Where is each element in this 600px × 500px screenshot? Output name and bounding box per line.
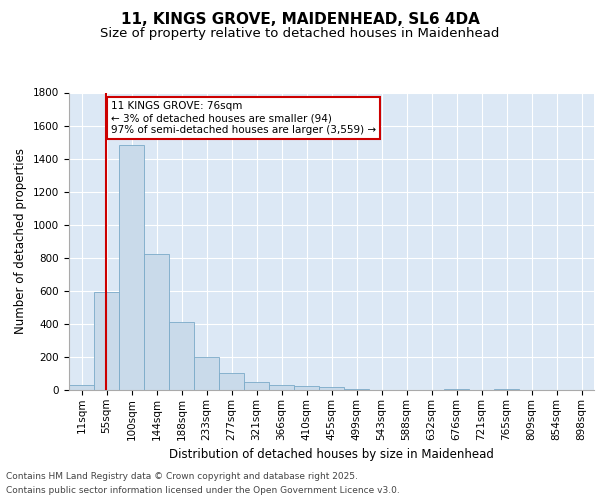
Bar — [319, 387, 344, 390]
Bar — [94, 292, 119, 390]
X-axis label: Distribution of detached houses by size in Maidenhead: Distribution of detached houses by size … — [169, 448, 494, 461]
Y-axis label: Number of detached properties: Number of detached properties — [14, 148, 28, 334]
Bar — [244, 382, 269, 390]
Bar — [269, 385, 294, 390]
Text: 11 KINGS GROVE: 76sqm
← 3% of detached houses are smaller (94)
97% of semi-detac: 11 KINGS GROVE: 76sqm ← 3% of detached h… — [111, 102, 376, 134]
Bar — [219, 374, 244, 390]
Text: 11, KINGS GROVE, MAIDENHEAD, SL6 4DA: 11, KINGS GROVE, MAIDENHEAD, SL6 4DA — [121, 12, 479, 28]
Bar — [144, 254, 169, 390]
Bar — [119, 146, 144, 390]
Text: Size of property relative to detached houses in Maidenhead: Size of property relative to detached ho… — [100, 28, 500, 40]
Text: Contains HM Land Registry data © Crown copyright and database right 2025.: Contains HM Land Registry data © Crown c… — [6, 472, 358, 481]
Bar — [294, 386, 319, 390]
Text: Contains public sector information licensed under the Open Government Licence v3: Contains public sector information licen… — [6, 486, 400, 495]
Bar — [494, 389, 519, 390]
Bar — [194, 357, 219, 390]
Bar — [344, 389, 369, 390]
Bar — [69, 385, 94, 390]
Bar — [169, 322, 194, 390]
Bar — [444, 389, 469, 390]
